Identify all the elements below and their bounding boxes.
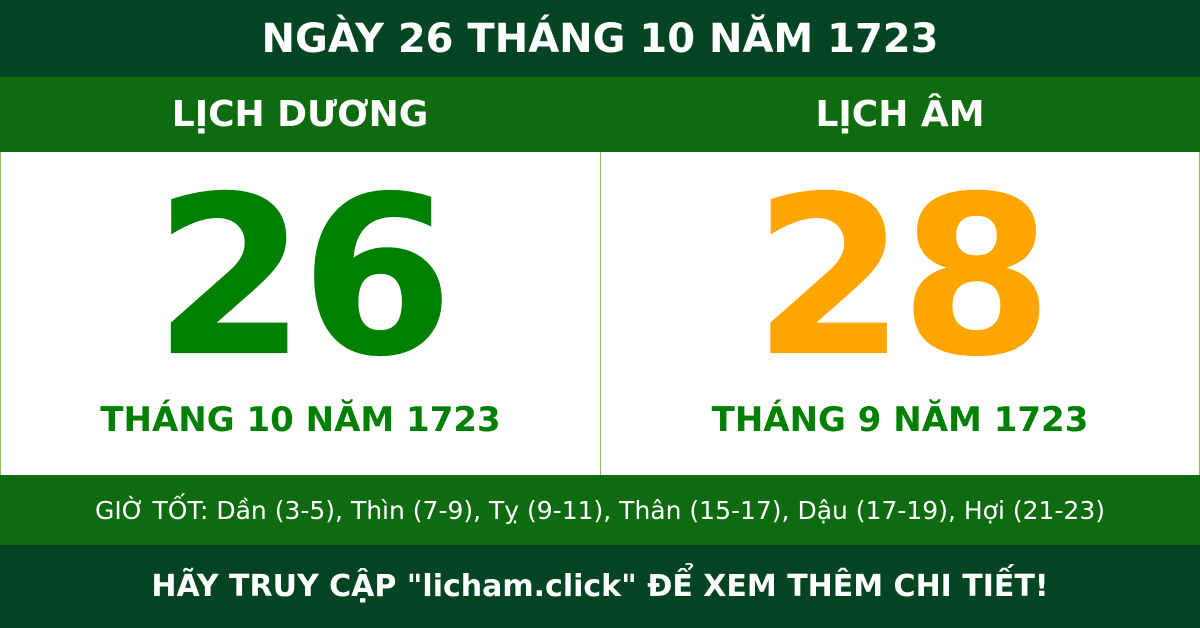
- lunar-column: 28 THÁNG 9 NĂM 1723: [600, 152, 1199, 475]
- solar-month-year: THÁNG 10 NĂM 1723: [100, 400, 501, 440]
- good-hours: GIỜ TỐT: Dần (3-5), Thìn (7-9), Tỵ (9-11…: [0, 475, 1200, 545]
- page-title: NGÀY 26 THÁNG 10 NĂM 1723: [0, 0, 1200, 77]
- lunar-month-year: THÁNG 9 NĂM 1723: [711, 400, 1089, 440]
- solar-column: 26 THÁNG 10 NĂM 1723: [1, 152, 600, 475]
- footer-cta: HÃY TRUY CẬP "licham.click" ĐỂ XEM THÊM …: [0, 545, 1200, 628]
- calendar-body: 26 THÁNG 10 NĂM 1723 28 THÁNG 9 NĂM 1723: [0, 152, 1200, 475]
- lunar-heading: LỊCH ÂM: [815, 94, 985, 135]
- calendar-headings: LỊCH DƯƠNG LỊCH ÂM: [0, 77, 1200, 152]
- solar-heading: LỊCH DƯƠNG: [171, 94, 429, 135]
- solar-day: 26: [153, 149, 453, 405]
- lunar-day: 28: [752, 149, 1053, 405]
